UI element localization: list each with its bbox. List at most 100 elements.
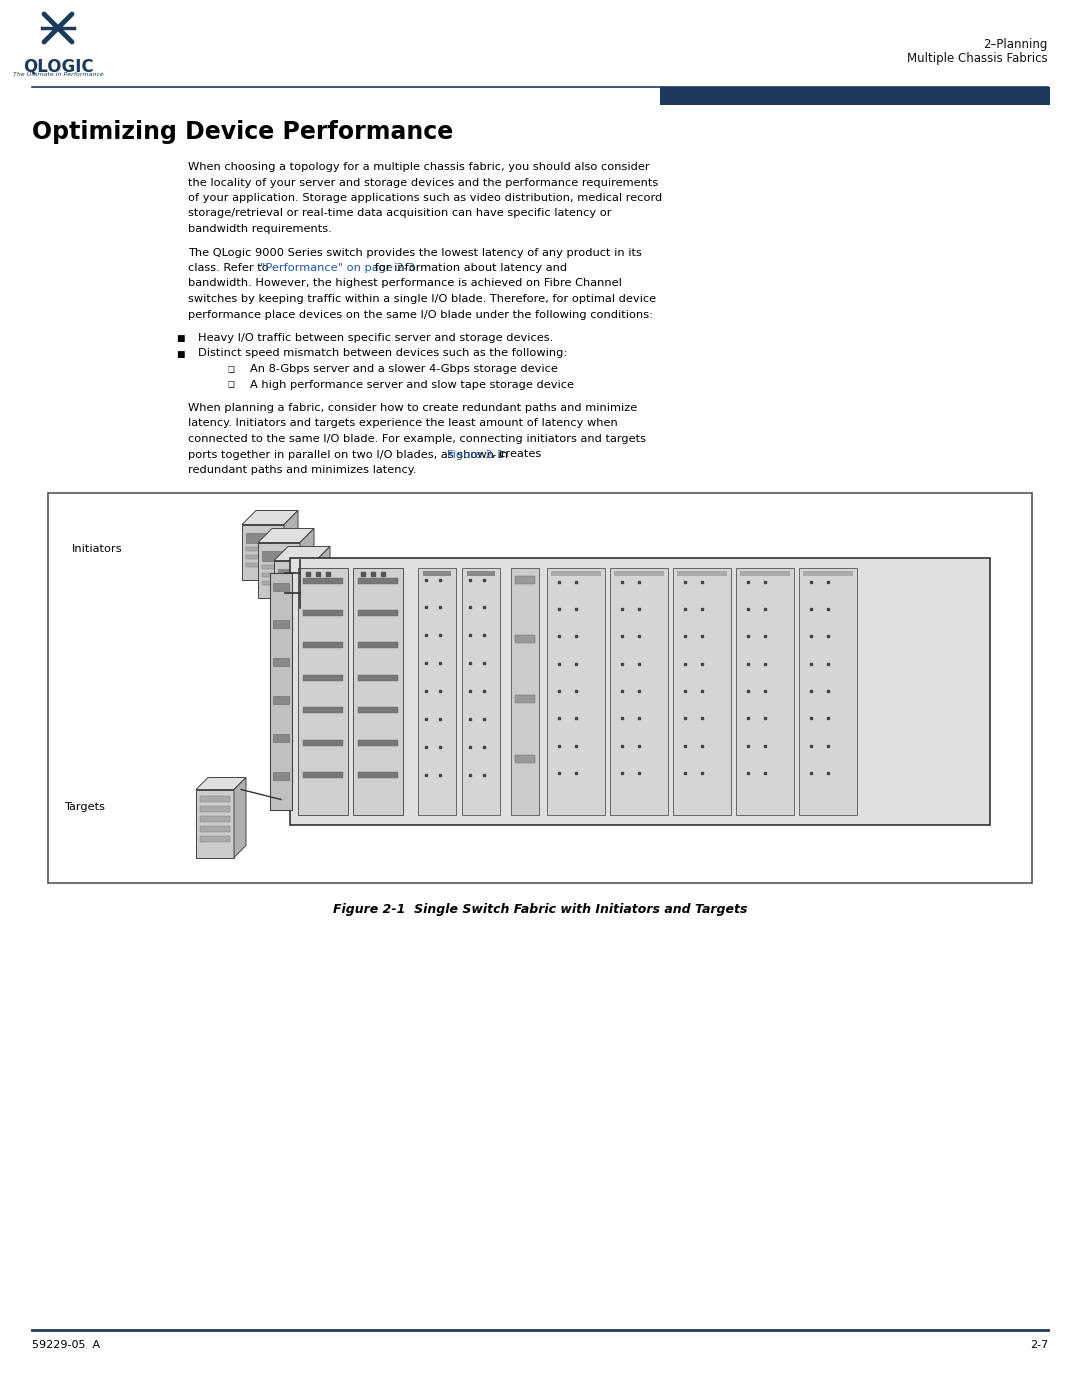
Text: the locality of your server and storage devices and the performance requirements: the locality of your server and storage … bbox=[188, 177, 658, 187]
Text: redundant paths and minimizes latency.: redundant paths and minimizes latency. bbox=[188, 465, 417, 475]
Bar bbox=[262, 581, 296, 584]
Bar bbox=[48, 493, 1032, 883]
Bar bbox=[274, 560, 316, 616]
Bar bbox=[353, 567, 403, 814]
Bar bbox=[303, 675, 343, 680]
Text: Targets: Targets bbox=[64, 802, 105, 813]
Text: switches by keeping traffic within a single I/O blade. Therefore, for optimal de: switches by keeping traffic within a sin… bbox=[188, 293, 657, 305]
Text: bandwidth. However, the highest performance is achieved on Fibre Channel: bandwidth. However, the highest performa… bbox=[188, 278, 622, 289]
Bar bbox=[246, 563, 280, 567]
Bar bbox=[515, 636, 535, 643]
Bar bbox=[515, 576, 535, 584]
Bar bbox=[200, 816, 230, 821]
Bar bbox=[546, 567, 605, 814]
Polygon shape bbox=[300, 528, 314, 598]
Text: connected to the same I/O blade. For example, connecting initiators and targets: connected to the same I/O blade. For exa… bbox=[188, 434, 646, 444]
Bar bbox=[740, 570, 789, 576]
Text: An 8-Gbps server and a slower 4-Gbps storage device: An 8-Gbps server and a slower 4-Gbps sto… bbox=[249, 365, 558, 374]
Bar bbox=[262, 573, 296, 577]
Polygon shape bbox=[316, 546, 330, 616]
Polygon shape bbox=[274, 546, 330, 560]
Bar bbox=[799, 567, 858, 814]
Text: The QLogic 9000 Series switch provides the lowest latency of any product in its: The QLogic 9000 Series switch provides t… bbox=[188, 247, 642, 257]
Bar bbox=[610, 567, 669, 814]
Text: ❑: ❑ bbox=[228, 365, 234, 374]
Bar bbox=[677, 570, 727, 576]
Text: ports together in parallel on two I/O blades, as shown in: ports together in parallel on two I/O bl… bbox=[188, 450, 512, 460]
Bar bbox=[273, 620, 289, 629]
Text: class. Refer to: class. Refer to bbox=[188, 263, 272, 272]
Bar bbox=[735, 567, 794, 814]
Text: 2-7: 2-7 bbox=[1029, 1340, 1048, 1350]
Polygon shape bbox=[284, 510, 298, 580]
Bar bbox=[303, 643, 343, 648]
Text: A high performance server and slow tape storage device: A high performance server and slow tape … bbox=[249, 380, 573, 390]
Bar bbox=[357, 773, 399, 778]
Bar bbox=[273, 771, 289, 780]
Bar bbox=[357, 675, 399, 680]
Text: When planning a fabric, consider how to create redundant paths and minimize: When planning a fabric, consider how to … bbox=[188, 402, 637, 414]
Text: When choosing a topology for a multiple chassis fabric, you should also consider: When choosing a topology for a multiple … bbox=[188, 162, 650, 172]
Bar bbox=[273, 658, 289, 666]
Text: of your application. Storage applications such as video distribution, medical re: of your application. Storage application… bbox=[188, 193, 662, 203]
Bar bbox=[467, 570, 495, 576]
Bar bbox=[551, 570, 600, 576]
Text: ■: ■ bbox=[176, 349, 185, 359]
Polygon shape bbox=[258, 528, 314, 542]
Bar bbox=[273, 696, 289, 704]
Bar bbox=[246, 555, 280, 559]
Bar bbox=[273, 733, 289, 742]
Bar bbox=[278, 569, 312, 578]
Bar bbox=[303, 577, 343, 584]
Text: Distinct speed mismatch between devices such as the following:: Distinct speed mismatch between devices … bbox=[198, 348, 567, 359]
Bar bbox=[357, 707, 399, 714]
Bar bbox=[262, 550, 296, 560]
Bar bbox=[278, 598, 312, 602]
Bar bbox=[615, 570, 664, 576]
Bar bbox=[357, 643, 399, 648]
Bar bbox=[246, 532, 280, 542]
Bar bbox=[511, 567, 539, 814]
Bar bbox=[200, 795, 230, 802]
Bar bbox=[303, 739, 343, 746]
Text: , creates: , creates bbox=[491, 450, 541, 460]
Bar bbox=[298, 567, 348, 814]
Bar bbox=[462, 567, 500, 814]
Text: ❑: ❑ bbox=[228, 380, 234, 390]
Bar bbox=[303, 610, 343, 616]
Bar bbox=[200, 826, 230, 831]
Bar bbox=[357, 577, 399, 584]
Bar bbox=[418, 567, 456, 814]
Bar bbox=[200, 835, 230, 841]
Text: bandwidth requirements.: bandwidth requirements. bbox=[188, 224, 332, 235]
Text: The Ultimate in Performance: The Ultimate in Performance bbox=[13, 73, 104, 77]
Text: Initiators: Initiators bbox=[72, 545, 123, 555]
Bar bbox=[291, 557, 990, 824]
Bar bbox=[278, 591, 312, 595]
Bar bbox=[303, 707, 343, 714]
Text: Optimizing Device Performance: Optimizing Device Performance bbox=[32, 120, 454, 144]
Bar bbox=[246, 546, 280, 550]
Text: "Performance" on page 2-3: "Performance" on page 2-3 bbox=[259, 263, 415, 272]
Text: Multiple Chassis Fabrics: Multiple Chassis Fabrics bbox=[907, 52, 1048, 66]
Bar bbox=[273, 583, 289, 591]
Text: 2–Planning: 2–Planning bbox=[984, 38, 1048, 52]
Bar bbox=[673, 567, 731, 814]
Text: 59229-05  A: 59229-05 A bbox=[32, 1340, 100, 1350]
Bar bbox=[242, 524, 284, 580]
Bar bbox=[270, 573, 292, 809]
Text: ■: ■ bbox=[176, 334, 185, 344]
Bar bbox=[200, 806, 230, 812]
Text: Figure 2-1: Figure 2-1 bbox=[447, 450, 504, 460]
Bar bbox=[515, 754, 535, 763]
Text: storage/retrieval or real-time data acquisition can have specific latency or: storage/retrieval or real-time data acqu… bbox=[188, 208, 611, 218]
Text: performance place devices on the same I/O blade under the following conditions:: performance place devices on the same I/… bbox=[188, 310, 653, 320]
Text: QLOGIC: QLOGIC bbox=[23, 59, 93, 75]
Polygon shape bbox=[195, 778, 246, 789]
Bar bbox=[804, 570, 853, 576]
Text: Figure 2-1  Single Switch Fabric with Initiators and Targets: Figure 2-1 Single Switch Fabric with Ini… bbox=[333, 902, 747, 915]
Polygon shape bbox=[234, 778, 246, 858]
Bar bbox=[195, 789, 234, 858]
Bar bbox=[515, 694, 535, 703]
Bar bbox=[262, 564, 296, 569]
